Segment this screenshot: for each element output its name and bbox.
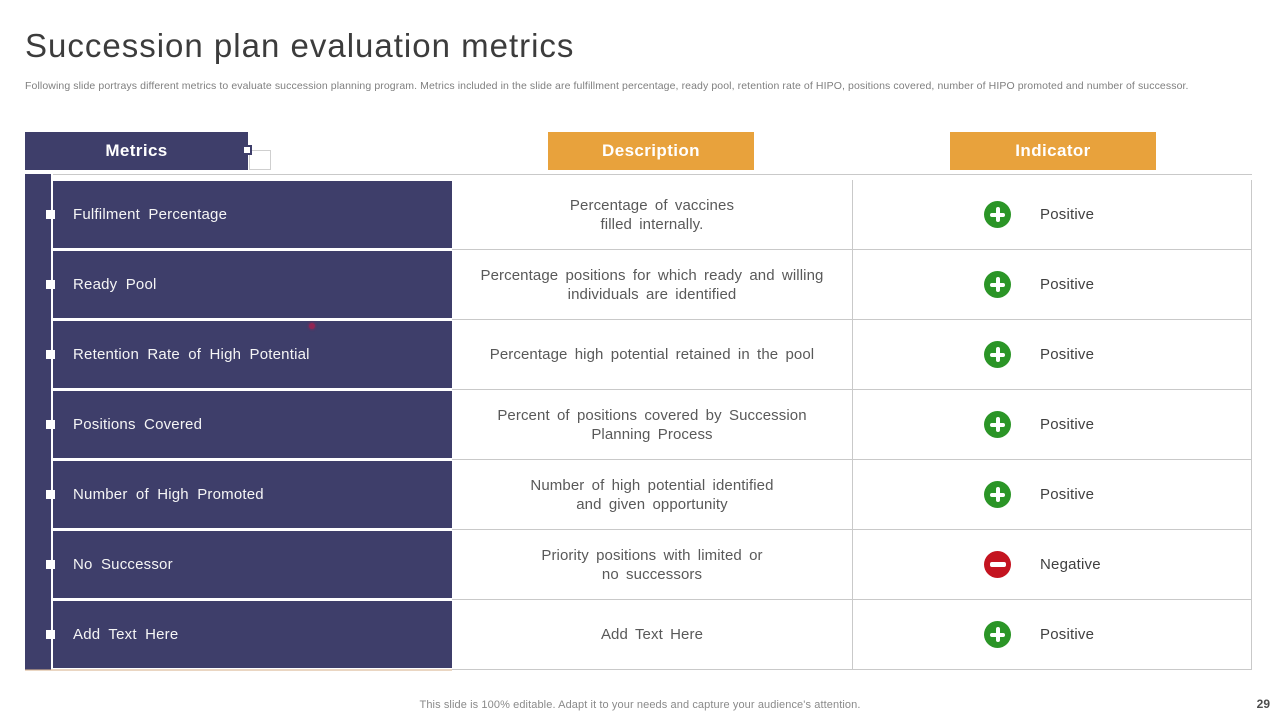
metric-cell: Number of High Promoted	[25, 460, 452, 530]
indicator-cell: Positive	[852, 250, 1252, 320]
column-header-indicator: Indicator	[950, 132, 1156, 170]
description-cell: Number of high potential identified and …	[452, 460, 852, 530]
metric-label: Positions Covered	[73, 416, 203, 433]
description-cell: Percentage of vaccines filled internally…	[452, 180, 852, 250]
metric-label: Add Text Here	[73, 626, 179, 643]
column-header-description-label: Description	[602, 141, 700, 160]
indicator-cell: Positive	[852, 320, 1252, 390]
metric-panel: Fulfilment Percentage	[53, 181, 452, 248]
description-text: Number of high potential identified and …	[530, 476, 774, 513]
plus-icon	[984, 341, 1011, 368]
indicator-label: Positive	[1040, 416, 1095, 433]
indicator-label: Negative	[1040, 556, 1101, 573]
description-text: Percentage of vaccines filled internally…	[569, 196, 735, 233]
minus-icon	[984, 551, 1011, 578]
bullet-square-icon	[46, 490, 55, 499]
indicator-label: Positive	[1040, 276, 1095, 293]
description-cell: Add Text Here	[452, 600, 852, 670]
shape-handle-square	[242, 145, 252, 155]
indicator-label: Positive	[1040, 206, 1095, 223]
metric-panel: Retention Rate of High Potential	[53, 321, 452, 388]
indicator-cell: Positive	[852, 390, 1252, 460]
metric-cell: Add Text Here	[25, 600, 452, 670]
metric-cell: Positions Covered	[25, 390, 452, 460]
description-cell: Percentage high potential retained in th…	[452, 320, 852, 390]
table-row: No Successor Priority positions with lim…	[25, 530, 1252, 600]
table-row: Positions Covered Percent of positions c…	[25, 390, 1252, 460]
footer-note: This slide is 100% editable. Adapt it to…	[419, 699, 861, 711]
indicator-label: Positive	[1040, 486, 1095, 503]
description-text: Add Text Here	[600, 626, 704, 643]
bullet-square-icon	[46, 560, 55, 569]
metric-cell: No Successor	[25, 530, 452, 600]
stray-red-dot	[309, 323, 315, 329]
table-rows: Fulfilment Percentage Percentage of vacc…	[25, 180, 1252, 670]
plus-icon	[984, 481, 1011, 508]
metric-cell: Ready Pool	[25, 250, 452, 320]
description-cell: Priority positions with limited or no su…	[452, 530, 852, 600]
bullet-square-icon	[46, 280, 55, 289]
metric-panel: Add Text Here	[53, 601, 452, 668]
table-row: Fulfilment Percentage Percentage of vacc…	[25, 180, 1252, 250]
description-cell: Percentage positions for which ready and…	[452, 250, 852, 320]
metric-panel: Positions Covered	[53, 391, 452, 458]
bullet-square-icon	[46, 630, 55, 639]
metric-cell: Retention Rate of High Potential	[25, 320, 452, 390]
bullet-square-icon	[46, 420, 55, 429]
table-row: Number of High Promoted Number of high p…	[25, 460, 1252, 530]
indicator-cell: Negative	[852, 530, 1252, 600]
indicator-cell: Positive	[852, 180, 1252, 250]
metric-label: Ready Pool	[73, 276, 157, 293]
description-text: Percentage high potential retained in th…	[489, 346, 815, 363]
page-number: 29	[1256, 697, 1270, 711]
metric-panel: No Successor	[53, 531, 452, 598]
column-header-description: Description	[548, 132, 754, 170]
metric-panel: Number of High Promoted	[53, 461, 452, 528]
plus-icon	[984, 411, 1011, 438]
description-text: Priority positions with limited or no su…	[541, 546, 763, 583]
page-title: Succession plan evaluation metrics	[25, 27, 575, 64]
plus-icon	[984, 201, 1011, 228]
column-header-metrics-label: Metrics	[105, 141, 168, 160]
plus-icon	[984, 621, 1011, 648]
description-text: Percentage positions for which ready and…	[480, 266, 824, 303]
description-cell: Percent of positions covered by Successi…	[452, 390, 852, 460]
table-top-border	[53, 174, 1252, 175]
shape-handle-rect	[249, 150, 271, 170]
slide-subtitle: Following slide portrays different metri…	[25, 80, 1189, 92]
metric-label: Retention Rate of High Potential	[73, 346, 310, 363]
table-row: Add Text Here Add Text Here Positive	[25, 600, 1252, 670]
column-header-metrics: Metrics	[25, 132, 248, 170]
indicator-cell: Positive	[852, 460, 1252, 530]
metric-cell: Fulfilment Percentage	[25, 180, 452, 250]
metric-panel: Ready Pool	[53, 251, 452, 318]
indicator-label: Positive	[1040, 346, 1095, 363]
bullet-square-icon	[46, 210, 55, 219]
description-text: Percent of positions covered by Successi…	[497, 406, 807, 443]
indicator-label: Positive	[1040, 626, 1095, 643]
bullet-square-icon	[46, 350, 55, 359]
metric-label: No Successor	[73, 556, 173, 573]
table-bottom-accent-line	[25, 669, 452, 671]
table-row: Retention Rate of High Potential Percent…	[25, 320, 1252, 390]
column-header-indicator-label: Indicator	[1015, 141, 1091, 160]
metric-label: Fulfilment Percentage	[73, 206, 228, 223]
indicator-cell: Positive	[852, 600, 1252, 670]
plus-icon	[984, 271, 1011, 298]
metric-label: Number of High Promoted	[73, 486, 264, 503]
table-row: Ready Pool Percentage positions for whic…	[25, 250, 1252, 320]
